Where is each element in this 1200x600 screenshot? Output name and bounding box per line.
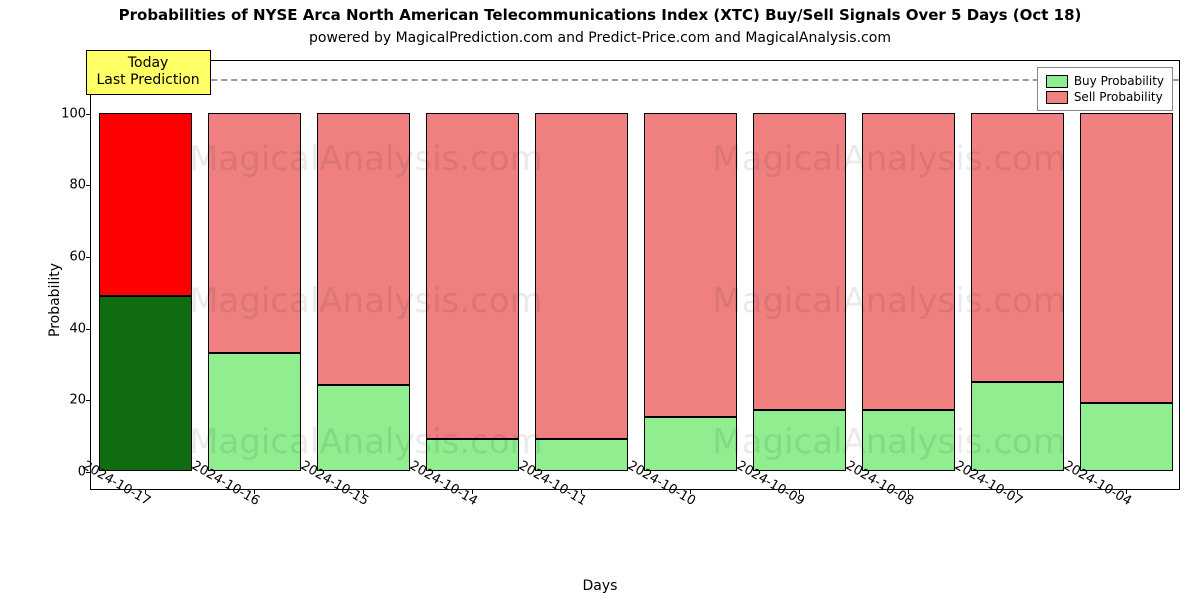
sell-bar-segment bbox=[208, 113, 301, 353]
bar-group: 19 bbox=[1080, 59, 1173, 489]
y-tick-label: 100 bbox=[46, 106, 86, 121]
bar-group: 33 bbox=[208, 59, 301, 489]
legend: Buy Probability Sell Probability bbox=[1037, 67, 1173, 111]
sell-bar-segment bbox=[971, 113, 1064, 382]
legend-label: Sell Probability bbox=[1074, 90, 1163, 104]
callout-line2: Last Prediction bbox=[97, 72, 200, 88]
sell-bar-segment bbox=[535, 113, 628, 439]
buy-bar-segment bbox=[426, 439, 519, 471]
legend-swatch bbox=[1046, 75, 1068, 88]
bar-group: 17 bbox=[862, 59, 955, 489]
legend-item: Buy Probability bbox=[1046, 74, 1164, 88]
legend-swatch bbox=[1046, 91, 1068, 104]
bar-group: 49 bbox=[99, 59, 192, 489]
today-callout: Today Last Prediction bbox=[86, 50, 211, 95]
legend-label: Buy Probability bbox=[1074, 74, 1164, 88]
y-tick-label: 20 bbox=[46, 393, 86, 408]
buy-bar-segment bbox=[99, 296, 192, 472]
bar-group: 15 bbox=[644, 59, 737, 489]
y-tick-label: 60 bbox=[46, 250, 86, 265]
x-axis-label: Days bbox=[583, 578, 618, 594]
sell-bar-segment bbox=[317, 113, 410, 385]
bar-group: 25 bbox=[971, 59, 1064, 489]
chart-container: Probabilities of NYSE Arca North America… bbox=[0, 0, 1200, 600]
sell-bar-segment bbox=[426, 113, 519, 439]
buy-bar-segment bbox=[317, 385, 410, 471]
bar-group: 24 bbox=[317, 59, 410, 489]
buy-bar-segment bbox=[535, 439, 628, 471]
buy-bar-segment bbox=[971, 382, 1064, 472]
bar-group: 9 bbox=[426, 59, 519, 489]
sell-bar-segment bbox=[1080, 113, 1173, 403]
y-tick-label: 40 bbox=[46, 321, 86, 336]
plot-area: 493324991517172519 MagicalAnalysis.comMa… bbox=[90, 60, 1180, 490]
bar-group: 17 bbox=[753, 59, 846, 489]
sell-bar-segment bbox=[99, 113, 192, 296]
sell-bar-segment bbox=[644, 113, 737, 418]
legend-item: Sell Probability bbox=[1046, 90, 1164, 104]
callout-line1: Today bbox=[128, 55, 169, 71]
sell-bar-segment bbox=[753, 113, 846, 410]
y-tick-label: 80 bbox=[46, 178, 86, 193]
sell-bar-segment bbox=[862, 113, 955, 410]
bars-layer: 493324991517172519 bbox=[91, 61, 1179, 489]
chart-subtitle: powered by MagicalPrediction.com and Pre… bbox=[0, 30, 1200, 46]
buy-bar-segment bbox=[1080, 403, 1173, 471]
bar-group: 9 bbox=[535, 59, 628, 489]
buy-bar-segment bbox=[208, 353, 301, 471]
chart-title: Probabilities of NYSE Arca North America… bbox=[0, 6, 1200, 24]
